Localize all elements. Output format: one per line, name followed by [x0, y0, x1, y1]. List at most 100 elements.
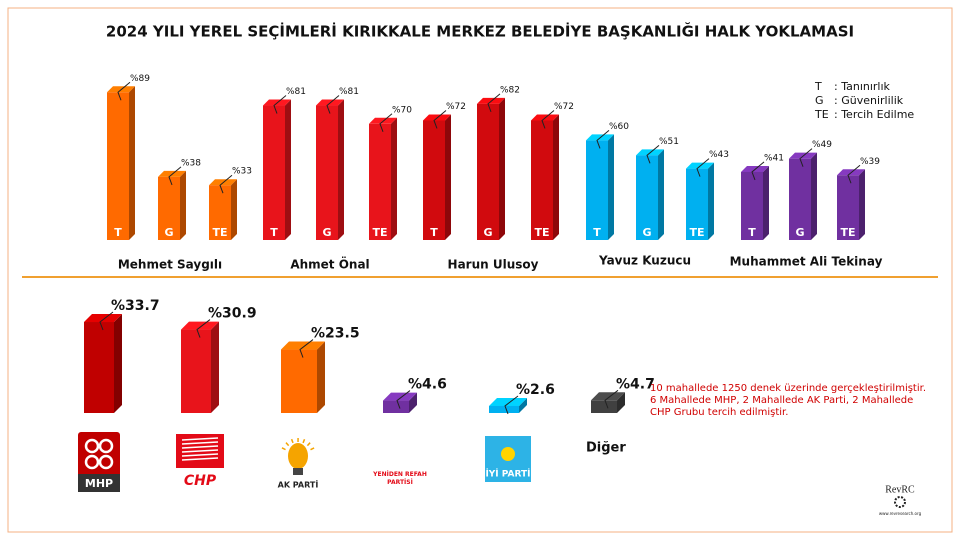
bar-side	[317, 341, 325, 413]
bar-side	[763, 165, 769, 240]
leader-line	[541, 110, 555, 129]
series-key: TE	[689, 226, 704, 239]
ray	[281, 447, 286, 451]
bar	[369, 123, 391, 240]
brand-name: RevRC	[885, 484, 915, 495]
bar	[316, 105, 338, 240]
leader-line	[799, 148, 813, 167]
crescent	[84, 454, 100, 470]
legend-label: : Güvenirlilik	[834, 94, 904, 107]
party-name: Diğer	[586, 441, 626, 456]
bar-side	[519, 397, 527, 413]
series-key: G	[483, 226, 492, 239]
leader-line	[646, 144, 660, 164]
series-key: T	[430, 226, 438, 239]
bar	[263, 105, 285, 240]
bar-side	[608, 134, 614, 240]
value-label: %81	[339, 87, 359, 97]
leader-line	[168, 166, 182, 186]
value-label: %43	[709, 150, 729, 160]
logo-chp: CHP	[176, 434, 224, 492]
party-name: YENİDEN REFAH PARTİSİ	[372, 471, 427, 486]
candidate-name: Muhammet Ali Tekinay	[730, 255, 883, 269]
party-name: MHP	[85, 477, 113, 490]
party-name: CHP	[184, 473, 217, 489]
title: 2024 YILI YEREL SEÇİMLERİ KIRIKKALE MERK…	[106, 22, 854, 41]
leader-line	[196, 319, 211, 338]
series-key: G	[164, 226, 173, 239]
series-key: T	[270, 226, 278, 239]
value-label: %23.5	[311, 326, 360, 342]
bar-top	[181, 321, 219, 330]
candidate-name: Yavuz Kuzucu	[598, 254, 691, 268]
bar-side	[391, 117, 397, 240]
leader-line	[326, 95, 340, 114]
bar-side	[231, 179, 237, 240]
bar	[281, 349, 317, 413]
leader-line	[379, 113, 393, 132]
bar	[423, 120, 445, 240]
value-label: %30.9	[208, 306, 257, 322]
value-label: %51	[659, 137, 679, 147]
logo-arrow	[181, 449, 219, 453]
party-name: İYİ PARTİ	[485, 469, 530, 480]
bar-top	[84, 314, 122, 323]
bar-side	[708, 162, 714, 240]
leader-line	[596, 130, 610, 149]
bar-top	[383, 392, 417, 401]
bar	[591, 400, 617, 413]
bulb	[288, 443, 308, 469]
bar-side	[180, 170, 186, 240]
frame	[7, 7, 953, 533]
bar	[477, 103, 499, 240]
bar-side	[499, 97, 505, 240]
series-key: TE	[534, 226, 549, 239]
sun	[501, 447, 515, 461]
bar-side	[129, 86, 135, 240]
leader-line	[299, 339, 314, 358]
brand-mark	[894, 496, 906, 508]
bar-side	[617, 392, 625, 413]
leader-line	[219, 174, 233, 194]
ray	[285, 442, 290, 447]
series-key: G	[795, 226, 804, 239]
logo-arrow	[181, 457, 219, 461]
note: 10 mahallede 1250 denek üzerinde gerçekl…	[650, 383, 926, 394]
series-key: T	[748, 226, 756, 239]
value-label: %60	[609, 122, 629, 132]
brand-url: www.revresearch.org	[879, 511, 922, 516]
bar	[837, 175, 859, 240]
value-label: %39	[860, 157, 880, 167]
series-key: TE	[840, 226, 855, 239]
bar	[181, 329, 211, 413]
crescent	[84, 438, 100, 454]
candidate-name: Ahmet Önal	[290, 257, 369, 272]
bar	[209, 185, 231, 240]
ray	[302, 438, 306, 444]
series-key: T	[593, 226, 601, 239]
series-key: TE	[372, 226, 387, 239]
leader-line	[273, 95, 287, 114]
bar-side	[409, 392, 417, 413]
logo-arrow	[181, 445, 219, 449]
value-label: %33	[232, 167, 252, 177]
leader-line	[396, 390, 411, 409]
leader-line	[847, 164, 861, 184]
value-label: %2.6	[516, 382, 555, 398]
logo-iyi: İYİ PARTİ	[485, 436, 531, 482]
leader-line	[504, 395, 519, 415]
value-label: %89	[130, 74, 150, 84]
bar-side	[445, 114, 451, 240]
bar	[789, 158, 811, 240]
note: 6 Mahallede MHP, 2 Mahallede AK Parti, 2…	[650, 395, 913, 406]
series-key: G	[642, 226, 651, 239]
logo-band	[176, 468, 224, 492]
crescent	[98, 454, 114, 470]
value-label: %38	[181, 158, 201, 168]
value-label: %82	[500, 85, 520, 95]
bar	[636, 155, 658, 240]
candidate-name: Harun Ulusoy	[448, 258, 539, 272]
value-label: %72	[446, 102, 466, 112]
ray	[310, 447, 315, 451]
bar	[531, 120, 553, 240]
